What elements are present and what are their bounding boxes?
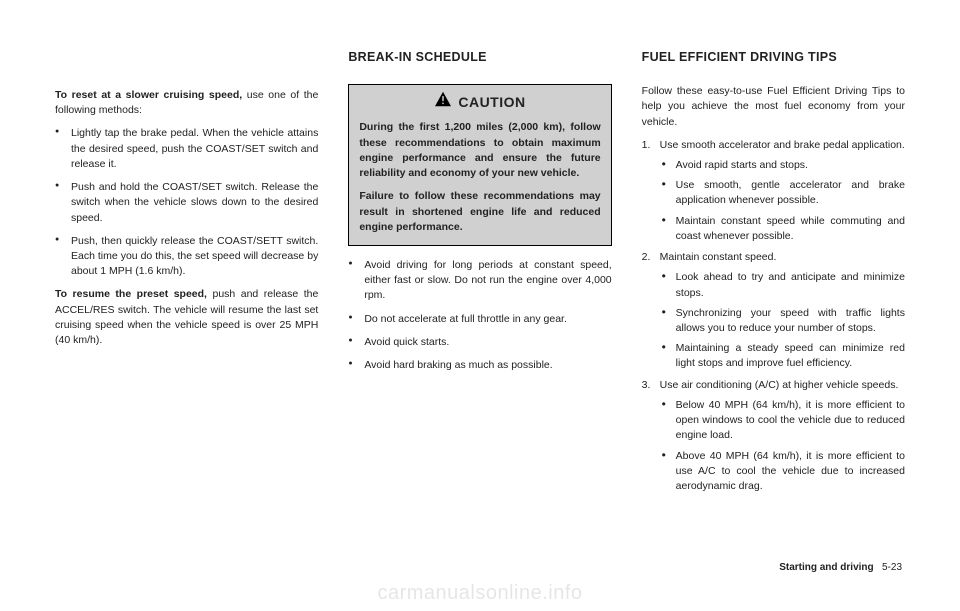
footer-page: 5-23	[882, 562, 902, 573]
caution-box: CAUTION During the first 1,200 miles (2,…	[348, 84, 611, 246]
warning-icon	[434, 91, 452, 112]
list-item: Lightly tap the brake pedal. When the ve…	[55, 126, 318, 172]
page-content: To reset at a slower cruising speed, use…	[0, 0, 960, 500]
list-item: Use air conditioning (A/C) at higher veh…	[642, 378, 905, 495]
resume-bold: To resume the preset speed,	[55, 288, 207, 300]
tip-text: Use smooth accelerator and brake pedal a…	[660, 139, 905, 151]
list-item: Use smooth accelerator and brake pedal a…	[642, 138, 905, 244]
column-middle: BREAK-IN SCHEDULE CAUTION During the fir…	[348, 48, 611, 500]
sub-item: Use smooth, gentle accelerator and brake…	[662, 178, 905, 208]
list-item: Push and hold the COAST/SET switch. Rele…	[55, 180, 318, 226]
reset-intro: To reset at a slower cruising speed, use…	[55, 88, 318, 118]
breakin-title: BREAK-IN SCHEDULE	[348, 48, 611, 66]
caution-label: CAUTION	[458, 92, 525, 112]
reset-methods-list: Lightly tap the brake pedal. When the ve…	[55, 126, 318, 279]
fuel-tips-list: Use smooth accelerator and brake pedal a…	[642, 138, 905, 494]
list-item: Do not accelerate at full throttle in an…	[348, 312, 611, 327]
tip-text: Use air conditioning (A/C) at higher veh…	[660, 379, 899, 391]
list-item: Push, then quickly release the COAST/SET…	[55, 234, 318, 280]
caution-p2: Failure to follow these recommendations …	[359, 189, 600, 235]
reset-intro-bold: To reset at a slower cruising speed,	[55, 89, 242, 101]
column-right: FUEL EFFICIENT DRIVING TIPS Follow these…	[642, 48, 905, 500]
sub-list: Below 40 MPH (64 km/h), it is more effic…	[660, 398, 905, 494]
page-footer: Starting and driving 5-23	[779, 562, 902, 573]
list-item: Maintain constant speed. Look ahead to t…	[642, 250, 905, 372]
fuel-intro: Follow these easy-to-use Fuel Efficient …	[642, 84, 905, 130]
footer-chapter: Starting and driving	[779, 562, 873, 573]
list-item: Avoid driving for long periods at consta…	[348, 258, 611, 304]
sub-list: Avoid rapid starts and stops. Use smooth…	[660, 158, 905, 244]
list-item: Avoid hard braking as much as possible.	[348, 358, 611, 373]
sub-item: Avoid rapid starts and stops.	[662, 158, 905, 173]
list-item: Avoid quick starts.	[348, 335, 611, 350]
tip-text: Maintain constant speed.	[660, 251, 777, 263]
breakin-bullets: Avoid driving for long periods at consta…	[348, 258, 611, 373]
sub-item: Maintain constant speed while commuting …	[662, 214, 905, 244]
watermark: carmanualsonline.info	[0, 582, 960, 605]
resume-para: To resume the preset speed, push and rel…	[55, 287, 318, 348]
sub-item: Synchronizing your speed with traffic li…	[662, 306, 905, 336]
sub-list: Look ahead to try and anticipate and min…	[660, 270, 905, 371]
sub-item: Maintaining a steady speed can minimize …	[662, 341, 905, 371]
caution-header: CAUTION	[349, 85, 610, 116]
fuel-title: FUEL EFFICIENT DRIVING TIPS	[642, 48, 905, 66]
column-left: To reset at a slower cruising speed, use…	[55, 48, 318, 500]
sub-item: Look ahead to try and anticipate and min…	[662, 270, 905, 300]
caution-body: During the first 1,200 miles (2,000 km),…	[349, 116, 610, 245]
sub-item: Below 40 MPH (64 km/h), it is more effic…	[662, 398, 905, 444]
sub-item: Above 40 MPH (64 km/h), it is more effic…	[662, 449, 905, 495]
caution-p1: During the first 1,200 miles (2,000 km),…	[359, 120, 600, 181]
